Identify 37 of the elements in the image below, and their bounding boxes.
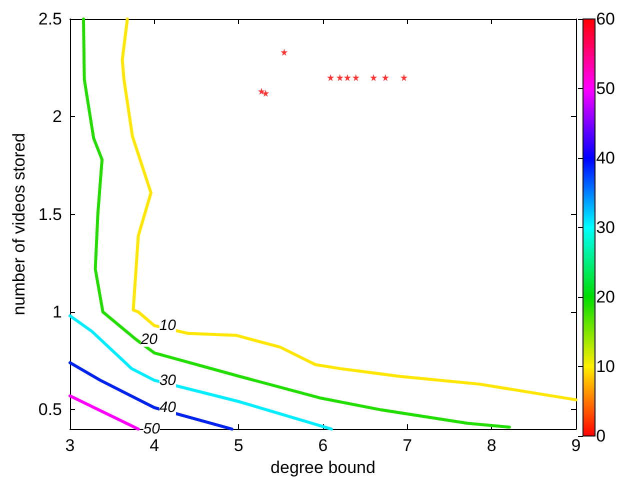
point bbox=[336, 74, 344, 82]
point bbox=[352, 74, 360, 82]
series-label: 30 bbox=[159, 372, 177, 389]
point bbox=[344, 74, 351, 82]
x-tick-label: 8 bbox=[486, 436, 496, 456]
x-tick-label: 3 bbox=[65, 436, 75, 456]
point bbox=[262, 90, 270, 97]
series-label: 50 bbox=[143, 420, 161, 438]
line-series bbox=[120, 18, 578, 402]
y-axis-title: number of videos stored bbox=[9, 132, 28, 316]
color-bar-label: 30 bbox=[596, 218, 616, 237]
y-tick-label: 2.5 bbox=[38, 10, 62, 28]
color-bar-label: 50 bbox=[596, 79, 616, 98]
x-tick-label: 9 bbox=[571, 436, 581, 456]
point bbox=[400, 74, 408, 82]
series-label: 10 bbox=[159, 317, 177, 334]
point bbox=[280, 48, 288, 56]
color-bar-label: 10 bbox=[596, 357, 616, 376]
x-tick-label: 4 bbox=[150, 436, 160, 456]
point bbox=[327, 74, 334, 82]
series-label: 20 bbox=[140, 330, 158, 348]
y-tick-label: 0.5 bbox=[38, 400, 62, 420]
y-tick-label: 1 bbox=[52, 302, 62, 322]
point bbox=[258, 88, 265, 95]
x-axis-title: degree bound bbox=[270, 458, 376, 477]
x-tick-label: 6 bbox=[318, 436, 328, 456]
color-bar-label: 40 bbox=[596, 148, 616, 168]
y-tick-label: 2 bbox=[52, 107, 62, 126]
color-bar-label: 20 bbox=[596, 288, 616, 306]
color-bar-label: 0 bbox=[596, 426, 606, 446]
series-label: 40 bbox=[159, 399, 177, 416]
y-tick-label: 1.5 bbox=[38, 204, 62, 224]
point bbox=[382, 74, 389, 82]
point bbox=[370, 74, 378, 82]
color-bar-label: 60 bbox=[596, 10, 616, 28]
x-tick-label: 5 bbox=[234, 436, 244, 456]
x-tick-label: 7 bbox=[402, 436, 412, 456]
